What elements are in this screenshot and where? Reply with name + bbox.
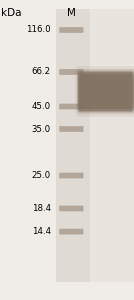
Text: 35.0: 35.0 [32, 124, 51, 134]
FancyBboxPatch shape [59, 27, 83, 33]
Text: 25.0: 25.0 [32, 171, 51, 180]
Text: 66.2: 66.2 [32, 68, 51, 76]
Text: 116.0: 116.0 [26, 26, 51, 34]
FancyBboxPatch shape [78, 72, 134, 111]
Text: M: M [67, 8, 76, 17]
Text: 18.4: 18.4 [32, 204, 51, 213]
FancyBboxPatch shape [59, 173, 83, 178]
FancyBboxPatch shape [77, 69, 134, 114]
FancyBboxPatch shape [59, 126, 83, 132]
Text: kDa: kDa [1, 8, 22, 17]
Bar [56, 9, 134, 282]
FancyBboxPatch shape [77, 71, 134, 112]
FancyBboxPatch shape [59, 69, 83, 75]
Text: 14.4: 14.4 [32, 227, 51, 236]
Text: 45.0: 45.0 [32, 102, 51, 111]
FancyBboxPatch shape [59, 103, 83, 109]
FancyBboxPatch shape [79, 74, 132, 109]
Bar [56, 9, 90, 282]
FancyBboxPatch shape [59, 229, 83, 235]
FancyBboxPatch shape [75, 66, 134, 117]
FancyBboxPatch shape [59, 206, 83, 211]
